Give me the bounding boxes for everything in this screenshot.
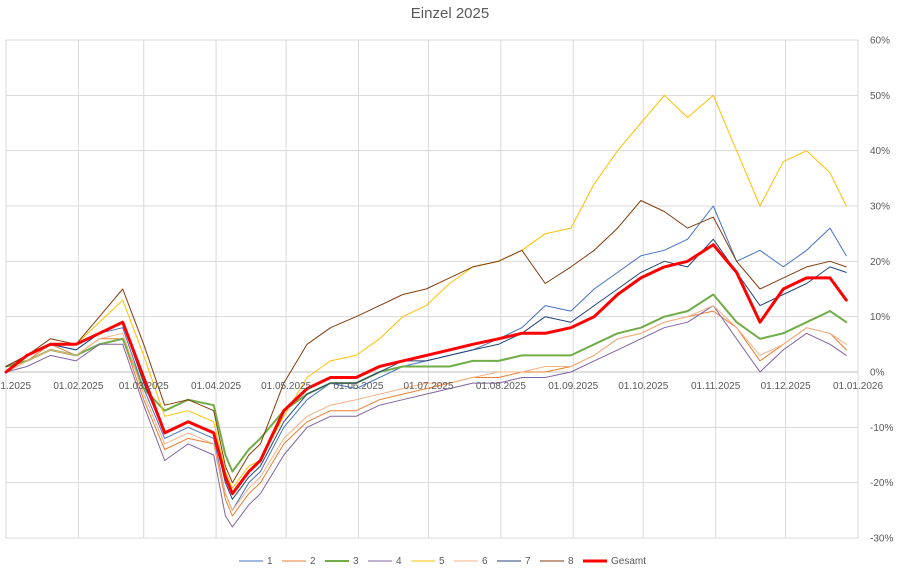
y-tick-label: -30% — [870, 534, 893, 545]
axis-labels: 60% 50% 40% 30% 20% 10% 0% -10% -20% -30% 01.01.20… — [0, 36, 893, 545]
grid-lines — [5, 39, 859, 539]
y-tick-label: 10% — [870, 312, 890, 323]
x-tick-label: 01.01.2026 — [833, 381, 883, 392]
series-line-2 — [5, 310, 847, 517]
x-tick-label: 01.06.2025 — [333, 381, 383, 392]
series-line-gesamt — [4, 243, 848, 496]
x-tick-label: 01.10.2025 — [618, 381, 668, 392]
y-tick-label: 50% — [870, 91, 890, 102]
series-line-8 — [5, 200, 847, 484]
series-lines — [4, 94, 848, 528]
x-tick-label: 01.04.2025 — [191, 381, 241, 392]
legend: 1 2 3 4 5 6 7 8 Gesamt — [239, 556, 646, 567]
x-tick-label: 01.07.2025 — [403, 381, 453, 392]
y-tick-label: 40% — [870, 146, 890, 157]
legend-label-gesamt: Gesamt — [611, 556, 646, 567]
y-tick-label: -20% — [870, 478, 893, 489]
x-tick-label: 01.03.2025 — [119, 381, 169, 392]
y-tick-label: 20% — [870, 257, 890, 268]
legend-label-3: 3 — [353, 556, 359, 567]
series-line-7 — [5, 238, 847, 500]
series-line-5 — [5, 94, 847, 489]
legend-label-4: 4 — [396, 556, 402, 567]
legend-label-5: 5 — [439, 556, 445, 567]
legend-label-6: 6 — [482, 556, 488, 567]
y-tick-label: 0% — [870, 368, 885, 379]
x-tick-label: 01.11.2025 — [691, 381, 741, 392]
x-tick-label: 01.08.2025 — [476, 381, 526, 392]
legend-label-1: 1 — [267, 556, 273, 567]
x-tick-label: 01.02.2025 — [53, 381, 103, 392]
series-line-4 — [5, 305, 847, 528]
x-tick-label: 01.12.2025 — [761, 381, 811, 392]
chart-title: Einzel 2025 — [410, 5, 490, 22]
legend-label-2: 2 — [310, 556, 316, 567]
y-tick-label: 60% — [870, 36, 890, 47]
series-line-6 — [5, 305, 847, 511]
x-tick-label: 01.01.2025 — [0, 381, 31, 392]
y-tick-label: -10% — [870, 423, 893, 434]
legend-label-7: 7 — [525, 556, 531, 567]
y-tick-label: 30% — [870, 202, 890, 213]
x-tick-label: 01.05.2025 — [261, 381, 311, 392]
legend-label-8: 8 — [568, 556, 574, 567]
x-tick-label: 01.09.2025 — [548, 381, 598, 392]
